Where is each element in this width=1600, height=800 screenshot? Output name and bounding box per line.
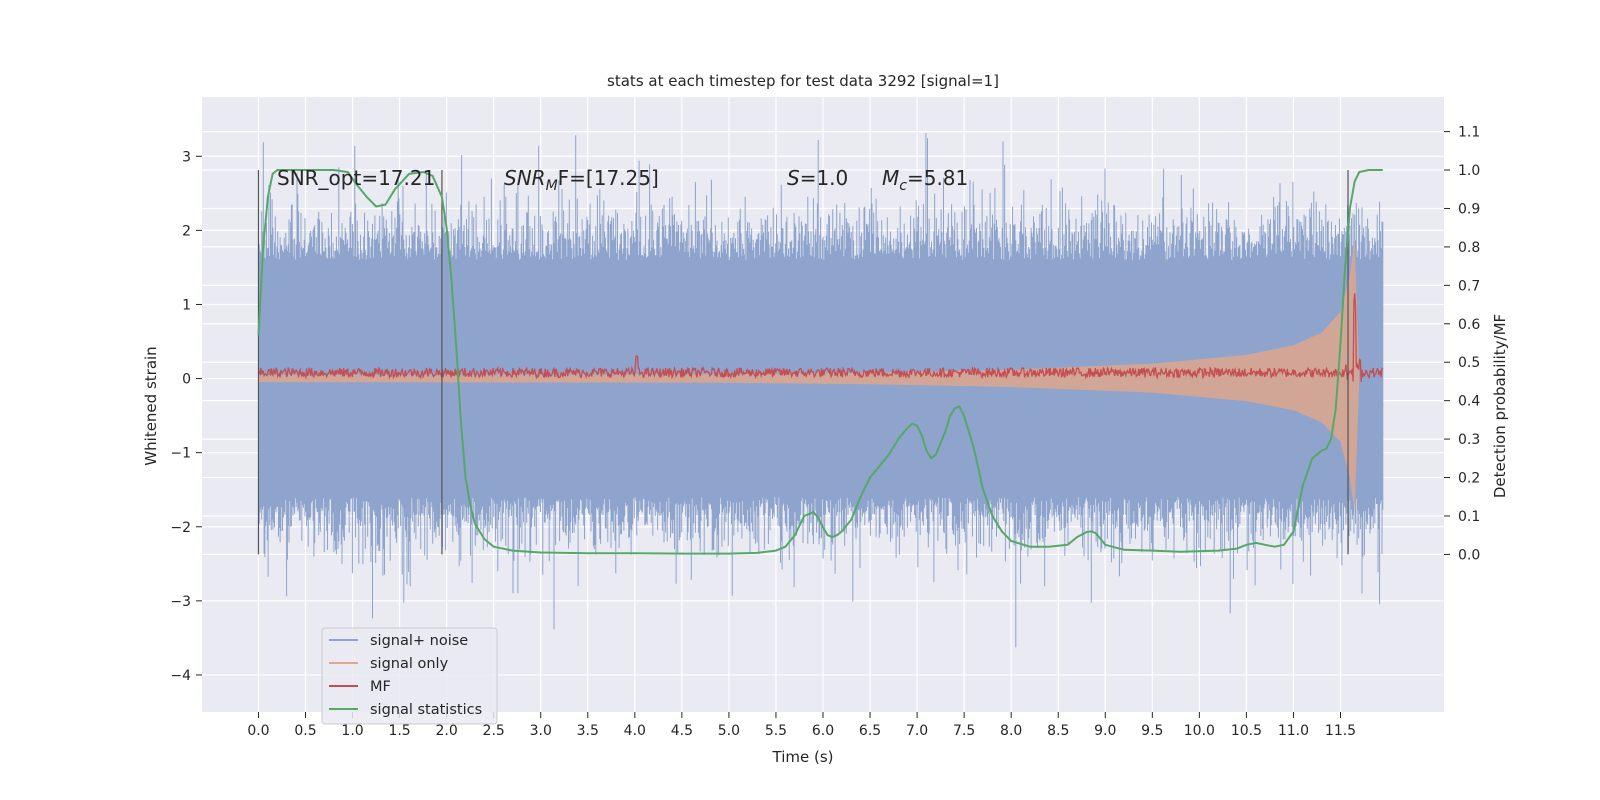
x-tick-label: 11.5 xyxy=(1325,723,1356,739)
legend-label-mf: MF xyxy=(370,679,391,695)
y-tick-label: 1 xyxy=(182,297,191,313)
y2-tick-label: 0.8 xyxy=(1458,240,1480,256)
y2-tick-label: 0.3 xyxy=(1458,432,1480,448)
x-tick-label: 6.0 xyxy=(812,723,834,739)
chart-title: stats at each timestep for test data 329… xyxy=(607,72,999,90)
annotation-snr-mf: SNRMF=[17.25] xyxy=(504,166,659,194)
x-tick-label: 4.5 xyxy=(671,723,693,739)
signal-statistics-line xyxy=(257,169,1383,555)
series-mf xyxy=(257,293,1384,382)
x-axis-ticks: 0.0 0.5 1.0 1.5 2.0 2.5 3.0 3.5 4.0 4.5 5.0 5.5 6.0 6… xyxy=(247,712,1356,739)
x-tick-label: 8.0 xyxy=(1000,723,1022,739)
y2-tick-label: 0.1 xyxy=(1458,509,1480,525)
y2-tick-label: 1.1 xyxy=(1458,125,1480,141)
y2-tick-label: 0.6 xyxy=(1458,317,1480,333)
y2-axis-ticks: 0.0 0.1 0.2 0.3 0.4 0.5 0.6 0.7 0.8 0.9 1.0 1.1 xyxy=(1444,125,1480,563)
x-axis-label: Time (s) xyxy=(772,748,834,766)
x-tick-label: 7.0 xyxy=(906,723,928,739)
y2-tick-label: 0.0 xyxy=(1458,547,1480,563)
y-tick-label: 2 xyxy=(182,223,191,239)
x-tick-label: 3.0 xyxy=(530,723,552,739)
mc-sub: c xyxy=(899,178,907,194)
x-tick-label: 1.0 xyxy=(341,723,363,739)
snr-mf-sub: M xyxy=(546,178,558,194)
y-axis-label: Whitened strain xyxy=(142,346,160,465)
x-tick-label: 10.0 xyxy=(1184,723,1215,739)
y2-tick-label: 0.4 xyxy=(1458,394,1480,410)
y2-tick-label: 0.2 xyxy=(1458,471,1480,487)
annotation-snr-opt: SNR_opt=17.21 xyxy=(277,166,435,190)
y2-tick-label: 0.7 xyxy=(1458,278,1480,294)
x-tick-label: 3.5 xyxy=(577,723,599,739)
y2-tick-label: 0.9 xyxy=(1458,201,1480,217)
x-tick-label: 11.0 xyxy=(1278,723,1309,739)
y2-axis-label: Detection probability/MF xyxy=(1491,314,1509,498)
x-tick-label: 0.0 xyxy=(247,723,269,739)
mc-var: M xyxy=(882,166,899,190)
series-signal-statistics xyxy=(257,169,1383,555)
legend: signal+ noise signal only MF signal stat… xyxy=(321,627,498,725)
snr-mf-rest: F=[17.25] xyxy=(558,166,659,190)
legend-label-noise: signal+ noise xyxy=(370,633,468,649)
x-tick-label: 5.5 xyxy=(765,723,787,739)
y-tick-label: −4 xyxy=(170,668,191,684)
annotation-mc: Mc=5.81 xyxy=(882,166,968,194)
mc-rest: =5.81 xyxy=(907,166,968,190)
x-tick-label: 9.5 xyxy=(1141,723,1163,739)
x-tick-label: 7.5 xyxy=(953,723,975,739)
y2-tick-label: 0.5 xyxy=(1458,355,1480,371)
x-tick-label: 4.0 xyxy=(624,723,646,739)
x-tick-label: 6.5 xyxy=(859,723,881,739)
legend-label-signal-only: signal only xyxy=(370,656,449,672)
x-tick-label: 0.5 xyxy=(294,723,316,739)
y-tick-label: −2 xyxy=(170,520,191,536)
x-tick-label: 2.0 xyxy=(436,723,458,739)
y-tick-label: 3 xyxy=(182,149,191,165)
y-tick-label: 0 xyxy=(182,372,191,388)
x-tick-label: 8.5 xyxy=(1047,723,1069,739)
s-rest: =1.0 xyxy=(800,166,849,190)
x-tick-label: 10.5 xyxy=(1231,723,1262,739)
annotation-s: S=1.0 xyxy=(787,166,848,190)
x-tick-label: 9.0 xyxy=(1094,723,1116,739)
mf-trace xyxy=(257,293,1384,382)
legend-label-signal-statistics: signal statistics xyxy=(370,702,482,718)
x-tick-label: 2.5 xyxy=(483,723,505,739)
x-tick-label: 5.0 xyxy=(718,723,740,739)
y-tick-label: −1 xyxy=(170,446,191,462)
y2-tick-label: 1.0 xyxy=(1458,163,1480,179)
legend-box xyxy=(321,627,498,725)
snr-mf-main: SNR xyxy=(504,166,546,190)
x-tick-label: 1.5 xyxy=(388,723,410,739)
y-axis-ticks: −4 −3 −2 −1 0 1 2 3 xyxy=(170,149,202,684)
y-tick-label: −3 xyxy=(170,594,191,610)
s-var: S xyxy=(787,166,800,190)
